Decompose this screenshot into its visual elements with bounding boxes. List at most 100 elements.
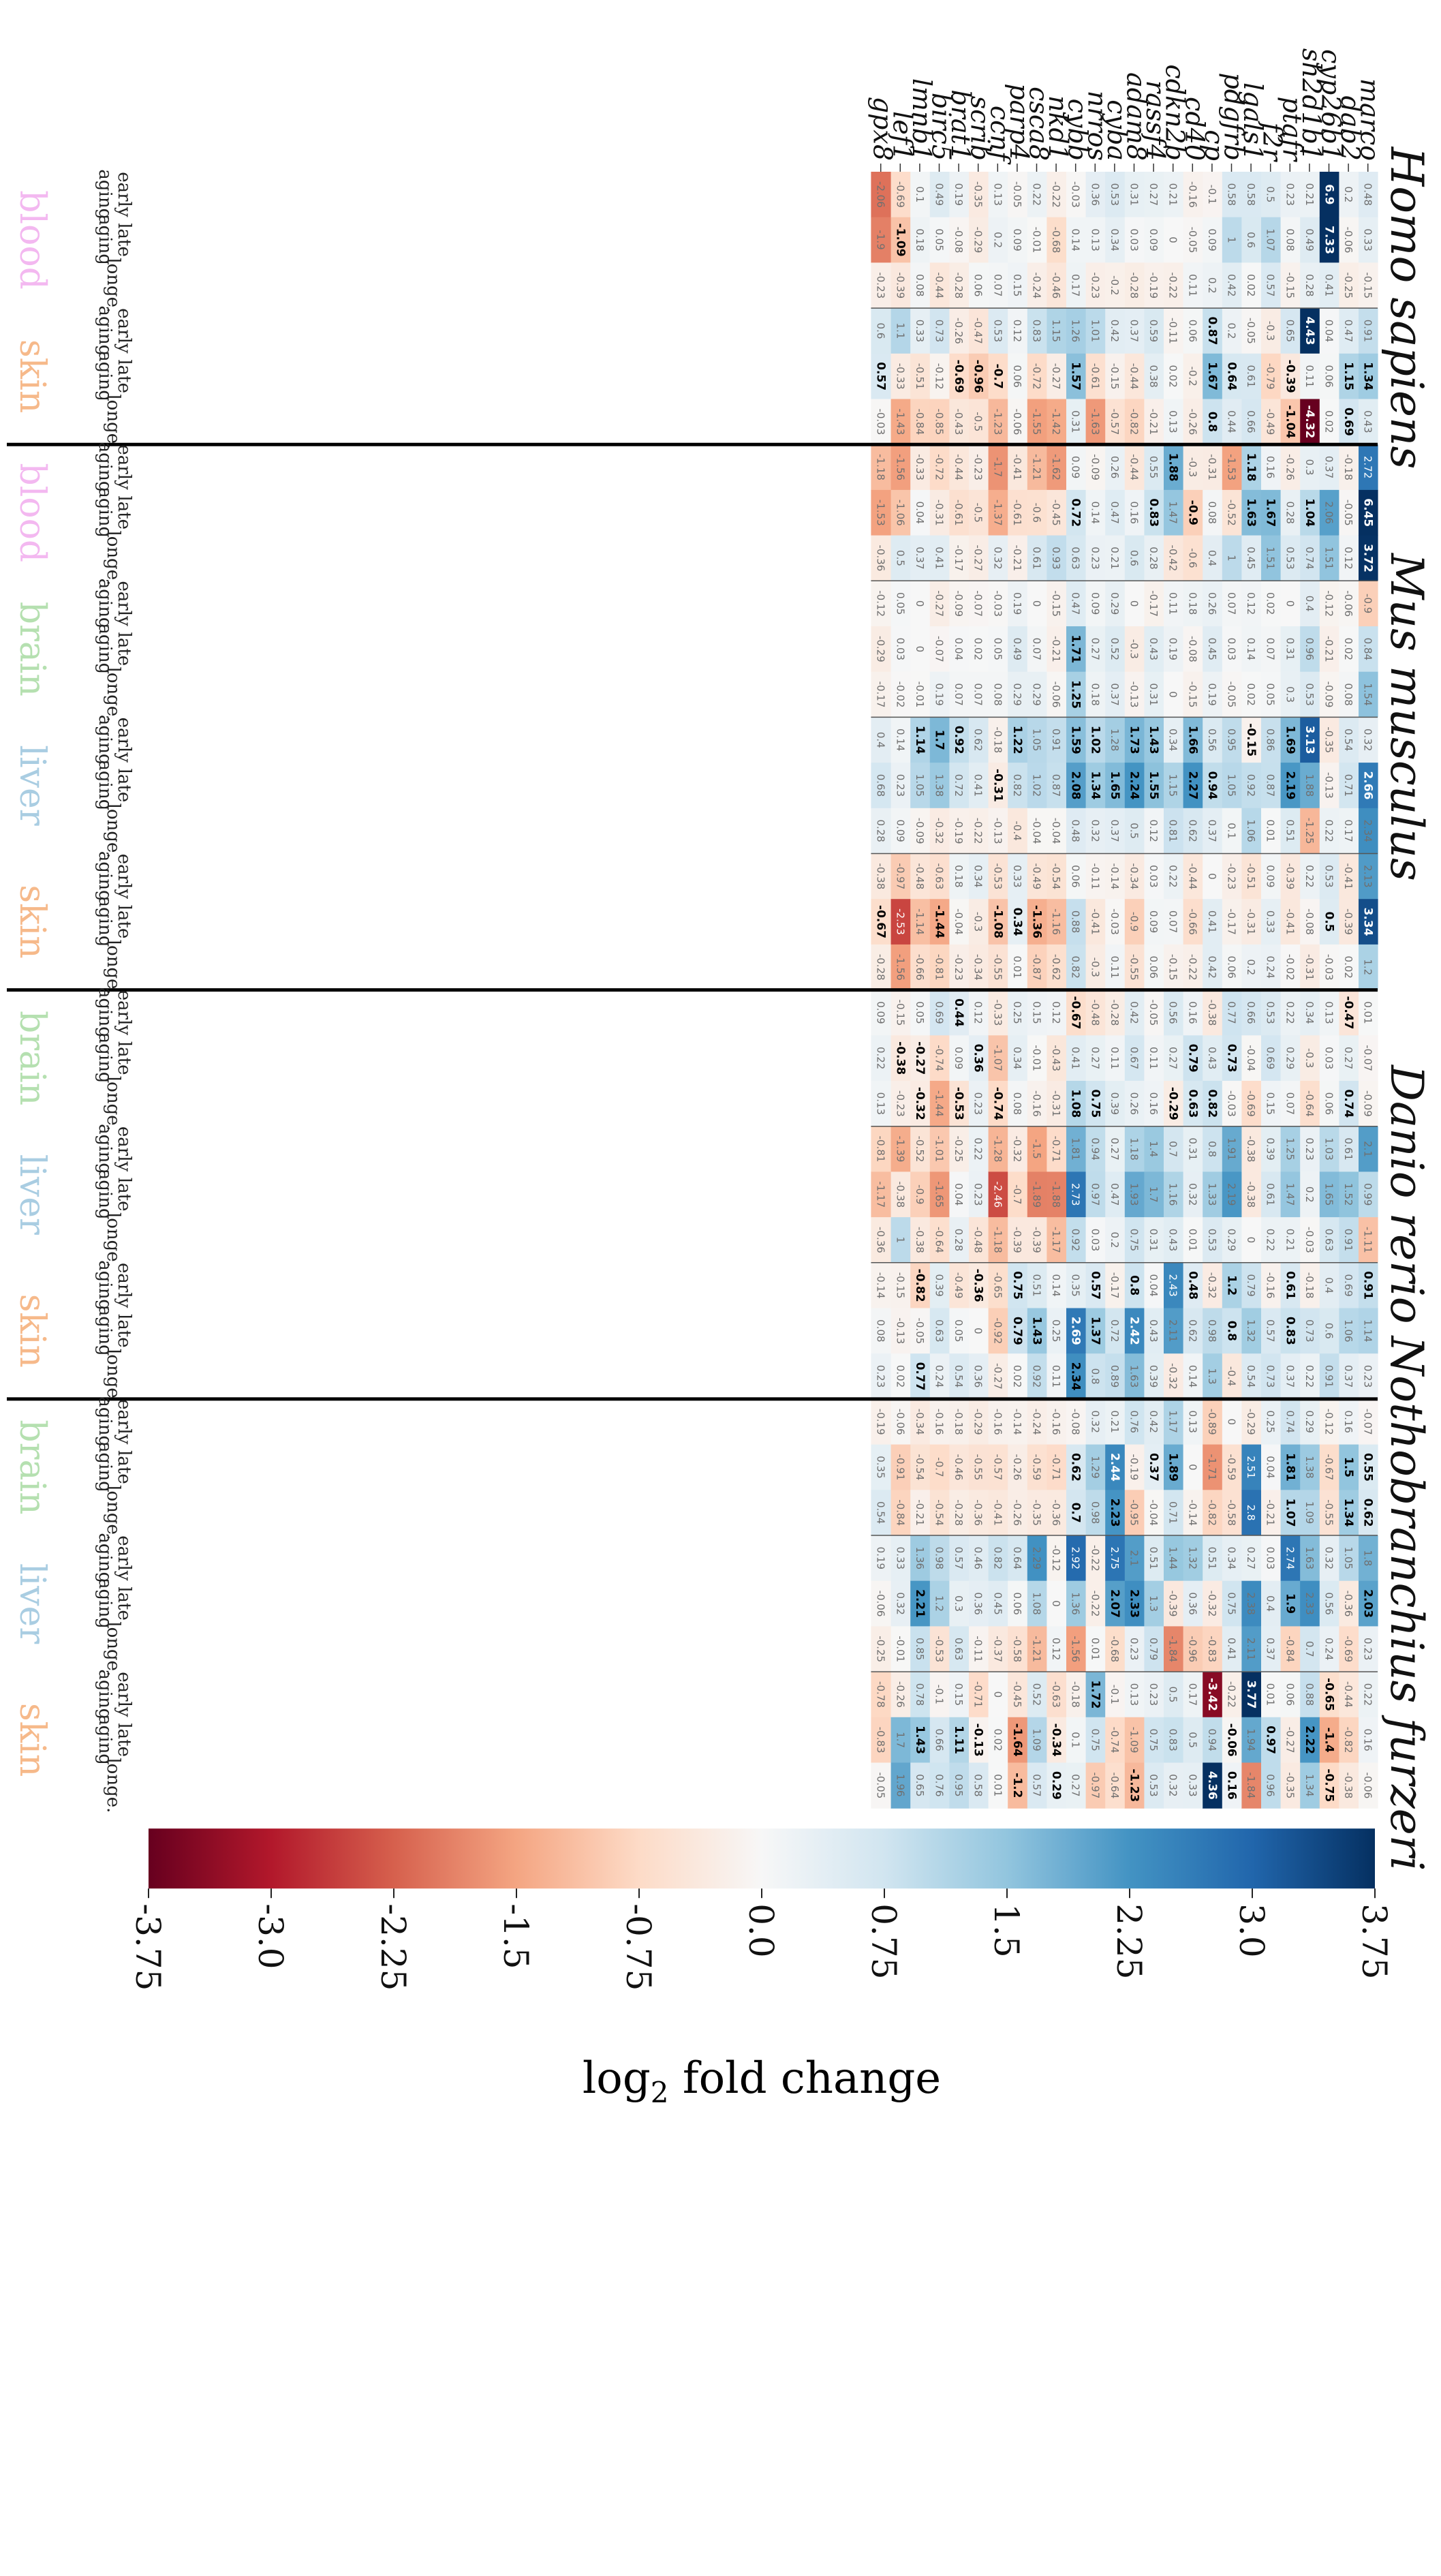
cell-value-label: -0.59 [1226, 1454, 1238, 1481]
cell-value-label: 0.09 [1206, 228, 1218, 251]
cell-value-label: 0.66 [1245, 410, 1257, 433]
cell-value-label: 0.06 [1011, 365, 1023, 387]
heatmap-cell [1143, 1035, 1164, 1082]
condition-label-line: aging [95, 851, 115, 902]
cell-value-label: 0.77 [913, 1362, 927, 1391]
cell-value-label: 1.88 [1166, 453, 1180, 482]
cell-value-label: 1.05 [914, 774, 926, 797]
heatmap-cell [1007, 399, 1027, 445]
heatmap-cell [1104, 1717, 1125, 1764]
condition-label-line: aging [95, 215, 115, 265]
heatmap-cell [1104, 1171, 1125, 1218]
cell-value-label: -0.25 [1342, 272, 1354, 298]
heatmap-cell [1183, 944, 1203, 991]
cell-value-label: 0.12 [972, 1001, 985, 1024]
heatmap-cell [871, 1490, 891, 1536]
heatmap-cell [871, 1444, 891, 1490]
heatmap-cell [1183, 1126, 1203, 1172]
heatmap-cell [1066, 172, 1086, 218]
condition-label: earlyaging [95, 306, 134, 356]
cell-value-label: -1.42 [1050, 408, 1062, 435]
cell-value-label: 2.27 [1186, 771, 1199, 799]
cell-value-label: 0.22 [1362, 1683, 1374, 1706]
cell-value-label: 0.92 [952, 726, 965, 754]
heatmap-cell [910, 1398, 930, 1445]
cell-value-label: 0 [1050, 1600, 1062, 1607]
colorbar-title: log2 fold change [583, 2053, 941, 2109]
heatmap-cell [1104, 1490, 1125, 1536]
cell-value-label: 1.36 [914, 1547, 926, 1569]
cell-value-label: 0.33 [1265, 910, 1277, 933]
heatmap-cell [988, 399, 1008, 445]
heatmap-cell [1163, 308, 1183, 354]
heatmap-cell [1358, 308, 1378, 354]
cell-value-label: -1.21 [1031, 454, 1043, 480]
cell-value-label: 0.73 [933, 320, 946, 342]
heatmap-cell [1163, 1490, 1183, 1536]
gene-label: cybb [1063, 99, 1093, 161]
heatmap-cell [1202, 1308, 1222, 1354]
colorbar-ticks: 3.753.02.251.50.750.0-0.75-1.5-2.25-3.0-… [128, 1888, 1394, 1991]
cell-value-label: 0.35 [875, 1456, 887, 1478]
heatmap-cell [1085, 1490, 1106, 1536]
cell-value-label: -0.7 [1011, 1184, 1023, 1204]
colorbar-tick-label: 3.0 [1232, 1903, 1271, 1958]
cell-value-label: -0.29 [972, 1409, 985, 1435]
heatmap-cell [948, 353, 969, 400]
heatmap-cell [1260, 853, 1281, 900]
cell-value-label: 0.02 [1167, 365, 1179, 387]
heatmap-cell [1007, 1535, 1027, 1582]
heatmap-cell [1260, 489, 1281, 536]
heatmap-cell [890, 353, 911, 400]
cell-value-label: 0.36 [1186, 1592, 1198, 1614]
heatmap-cell [1085, 1217, 1106, 1263]
cell-value-label: -0.14 [1011, 1409, 1023, 1435]
heatmap-cell [1027, 1217, 1047, 1263]
cell-value-label: 2.1 [1128, 1550, 1141, 1566]
cell-value-label: 1.26 [1070, 320, 1082, 342]
heatmap-cell [1222, 1217, 1242, 1263]
cell-value-label: 0.91 [1361, 1271, 1375, 1300]
heatmap-cell [948, 1262, 969, 1309]
heatmap-cell [988, 763, 1008, 809]
cell-value-label: -2.46 [991, 1181, 1004, 1208]
cell-value-label: 0.22 [1265, 1229, 1277, 1251]
colorbar-tick-label: 1.5 [987, 1903, 1026, 1958]
condition-label-line: early [114, 581, 134, 626]
heatmap-cell [948, 1035, 969, 1082]
cell-value-label: -0.3 [1186, 457, 1198, 477]
cell-value-label: 1.38 [1303, 1456, 1316, 1478]
heatmap-cell [1319, 763, 1339, 809]
heatmap-cell [1222, 353, 1242, 400]
gene-label: lmnb1 [907, 78, 937, 161]
heatmap-cell [1085, 217, 1106, 263]
heatmap-cell [1358, 671, 1378, 718]
cell-value-label: 0.33 [1011, 865, 1023, 887]
heatmap-cell [1280, 535, 1301, 581]
condition-label-line: longe. [103, 1349, 123, 1404]
cell-value-label: -0.97 [894, 863, 906, 889]
colorbar-title-base: log [583, 2053, 651, 2104]
heatmap-cell [1338, 489, 1359, 536]
tissue-label: brain [12, 1011, 52, 1105]
cell-value-label: -0.46 [1050, 272, 1062, 298]
cell-value-label: 1.11 [952, 1726, 965, 1754]
heatmap-cell [1280, 1580, 1301, 1627]
cell-value-label: -0.41 [1011, 454, 1023, 480]
cell-value-label: 0.4 [1323, 1277, 1335, 1293]
heatmap-cell [1046, 1217, 1066, 1263]
cell-value-label: 0.08 [875, 1319, 887, 1342]
cell-value-label: -0.41 [1342, 863, 1354, 889]
condition-labels: earlyaginglateaginglonge.earlyaginglatea… [95, 169, 134, 1813]
cell-value-label: 0 [1186, 1464, 1198, 1471]
cell-value-label: 0.58 [972, 1774, 985, 1796]
cell-value-label: -1.18 [875, 454, 887, 480]
heatmap-cell [1085, 1444, 1106, 1490]
cell-value-label: -0.32 [933, 818, 946, 844]
condition-label-line: early [114, 444, 134, 490]
gene-labels: marcodab2cyp26b1sh2d1b1ptafrf2rlgals1pdg… [868, 48, 1385, 172]
heatmap-cell [988, 1262, 1008, 1309]
heatmap-cell [1241, 444, 1261, 491]
heatmap-cell [1046, 262, 1066, 309]
